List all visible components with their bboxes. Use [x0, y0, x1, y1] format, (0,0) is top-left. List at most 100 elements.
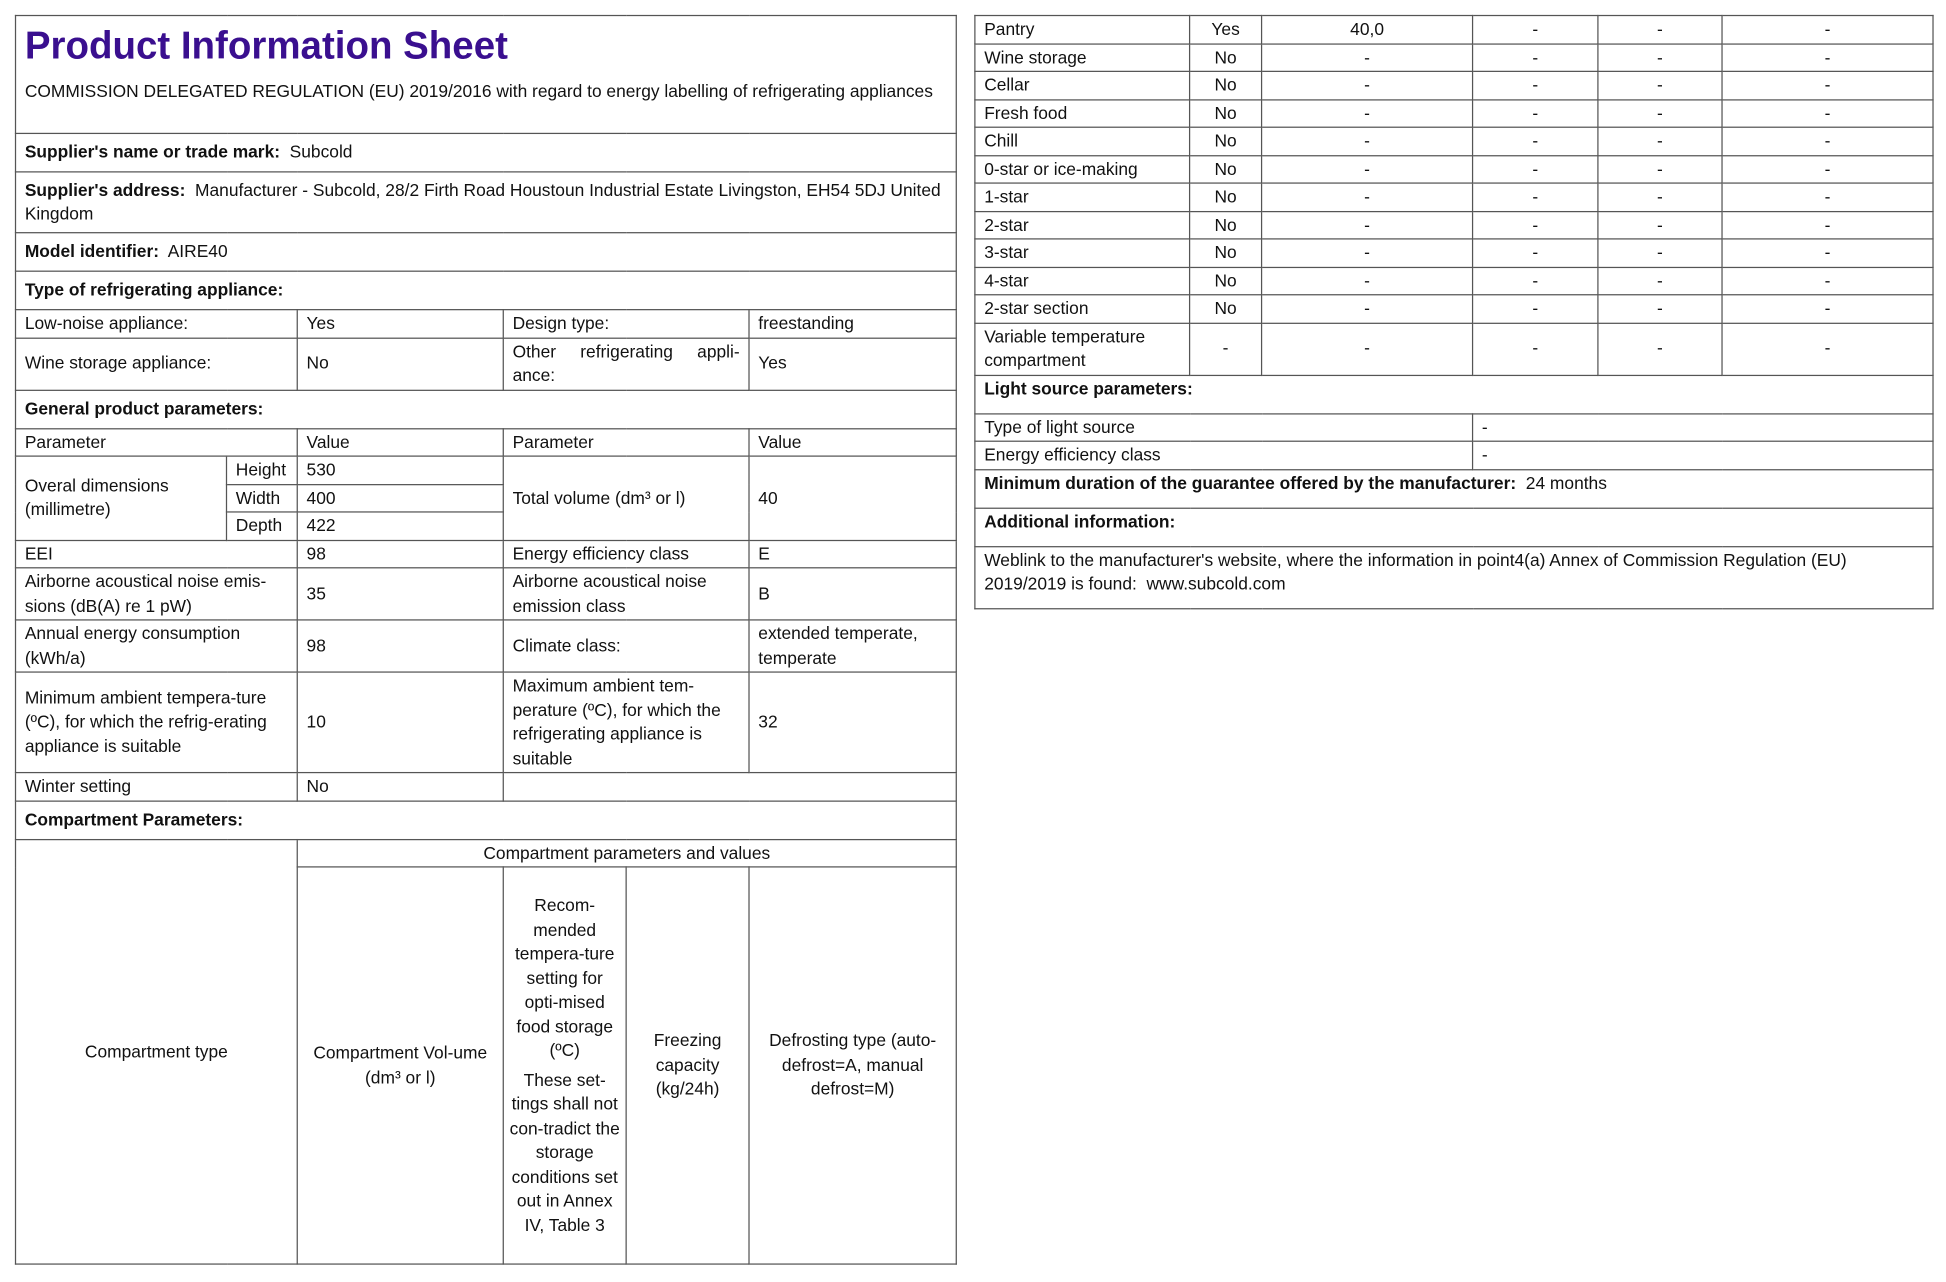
additional-heading: Additional information: [974, 506, 1934, 547]
noise-class-label: Airborne acoustical noise emission class [502, 567, 750, 621]
compartment-row: Variable temperature compartment - - - - - [974, 322, 1934, 376]
compartment-type-cell: 2-star section [974, 294, 1191, 324]
noise-value: 35 [296, 567, 504, 621]
defrost-type-cell: - [1721, 266, 1934, 296]
guarantee-row: Minimum duration of the guarantee offere… [974, 468, 1934, 509]
temperature-note: These set-tings shall not con-tradict th… [509, 1069, 620, 1235]
volume-cell: - [1260, 154, 1474, 184]
compartment-type-cell: Chill [974, 126, 1191, 156]
right-table: Pantry Yes 40,0- - - Wine storage No - - - - Cellar… [974, 14, 1934, 609]
weblink-text: Weblink to the manufacturer's website, w… [984, 549, 1847, 594]
freezing-capacity-cell: - [1597, 70, 1723, 100]
compartment-type-cell: Cellar [974, 70, 1191, 100]
winter-value: No [296, 771, 504, 802]
volume-cell: - [1260, 98, 1474, 128]
min-ambient-label: Minimum ambient tempera-ture (ºC), for w… [14, 671, 298, 774]
compartment-row: 0-star or ice-making No - - - - [974, 154, 1934, 184]
param-header: Parameter [14, 427, 298, 457]
min-ambient-value: 10 [296, 671, 504, 774]
temperature-cell: - [1471, 266, 1599, 296]
freezing-capacity-cell: - [1597, 182, 1723, 212]
volume-cell: - [1260, 210, 1474, 240]
freezing-capacity-cell: - [1597, 14, 1723, 45]
height-label: Height [225, 455, 298, 485]
other-appliance-value: Yes [748, 336, 957, 391]
low-noise-label: Low-noise appliance: [14, 309, 298, 339]
temperature-cell: - [1471, 98, 1599, 128]
defrost-type-cell: - [1721, 322, 1934, 376]
winter-label: Winter setting [14, 771, 298, 802]
compartment-type-cell: 2-star [974, 210, 1191, 240]
width-value: 400 [296, 483, 504, 513]
freezing-capacity-cell: - [1597, 126, 1723, 156]
value-header-2: Value [748, 427, 957, 457]
supplier-name-label: Supplier's name or trade mark: [24, 141, 281, 162]
defrost-type-cell: - [1721, 182, 1934, 212]
volume-cell: - [1260, 42, 1474, 72]
compartment-type-cell: Pantry [974, 14, 1191, 45]
page-title: Product Information Sheet [24, 23, 508, 68]
light-type-label: Type of light source [974, 412, 1474, 442]
depth-value: 422 [296, 511, 504, 541]
compartment-row: Fresh food No - - - - [974, 98, 1934, 128]
dimensions-label: Overal dimensions (millimetre) [14, 455, 228, 541]
model-row: Model identifier: AIRE40 [14, 232, 957, 272]
light-eec-value: - [1471, 440, 1934, 470]
volume-cell: - [1260, 182, 1474, 212]
applicable-cell: No [1188, 294, 1263, 324]
type-heading: Type of refrigerating appliance: [14, 270, 957, 311]
low-noise-value: Yes [296, 309, 504, 339]
climate-label: Climate class: [502, 619, 750, 673]
defrost-type-cell: - [1721, 14, 1934, 45]
light-heading: Light source parameters: [974, 374, 1934, 414]
temperature-cell: - [1471, 210, 1599, 240]
compartment-volume-header: Compartment Vol-ume (dm³ or l) [296, 866, 504, 1265]
applicable-cell: No [1188, 70, 1263, 100]
total-volume-value: 40 [748, 455, 957, 541]
temperature-cell: - [1471, 322, 1599, 376]
defrost-type-cell: - [1721, 70, 1934, 100]
design-type-value: freestanding [748, 309, 957, 339]
model-label: Model identifier: [24, 241, 160, 261]
applicable-cell: No [1188, 42, 1263, 72]
freezing-capacity-cell: - [1597, 238, 1723, 268]
defrost-type-cell: - [1721, 42, 1934, 72]
header-cell: Product Information Sheet COMMISSION DEL… [14, 14, 957, 135]
freezing-capacity-cell: - [1597, 266, 1723, 296]
compartment-type-header: Compartment type [14, 838, 298, 1265]
defrost-type-cell: - [1721, 154, 1934, 184]
regulation-text: COMMISSION DELEGATED REGULATION (EU) 201… [24, 80, 933, 101]
supplier-address-label: Supplier's address: [24, 179, 186, 200]
compartment-type-cell: 1-star [974, 182, 1191, 212]
noise-label: Airborne acoustical noise emis-sions (dB… [14, 567, 298, 621]
compartment-type-cell: 4-star [974, 266, 1191, 296]
temperature-header: Recom-mended tempera-ture setting for op… [502, 866, 627, 1265]
defrost-header: Defrosting type (auto-defrost=A, manual … [748, 866, 957, 1265]
applicable-cell: No [1188, 238, 1263, 268]
aec-value: 98 [296, 619, 504, 673]
defrost-type-cell: - [1721, 238, 1934, 268]
temperature-cell: - [1471, 42, 1599, 72]
defrost-type-cell: - [1721, 126, 1934, 156]
max-ambient-value: 32 [748, 671, 957, 774]
compartment-heading: Compartment Parameters: [14, 799, 957, 840]
compartment-row: 2-star No - - - - [974, 210, 1934, 240]
volume-cell: - [1260, 266, 1474, 296]
volume-cell: - [1260, 126, 1474, 156]
freezing-capacity-cell: - [1597, 294, 1723, 324]
compartment-row: 2-star section No - - - - [974, 294, 1934, 324]
compartment-row: Wine storage No - - - - [974, 42, 1934, 72]
max-ambient-label: Maximum ambient tem-perature (ºC), for w… [502, 671, 750, 774]
supplier-address-value: Manufacturer - Subcold, 28/2 Firth Road … [24, 179, 941, 224]
model-value: AIRE40 [167, 241, 228, 261]
depth-label: Depth [225, 511, 298, 541]
volume-cell: 40,0 [1260, 14, 1474, 45]
width-label: Width [225, 483, 298, 513]
eei-value: 98 [296, 539, 504, 569]
temperature-cell: - [1471, 126, 1599, 156]
light-type-value: - [1471, 412, 1934, 442]
temperature-cell: - [1471, 14, 1599, 45]
supplier-name-value: Subcold [289, 141, 353, 162]
weblink-url[interactable]: www.subcold.com [1146, 573, 1286, 594]
